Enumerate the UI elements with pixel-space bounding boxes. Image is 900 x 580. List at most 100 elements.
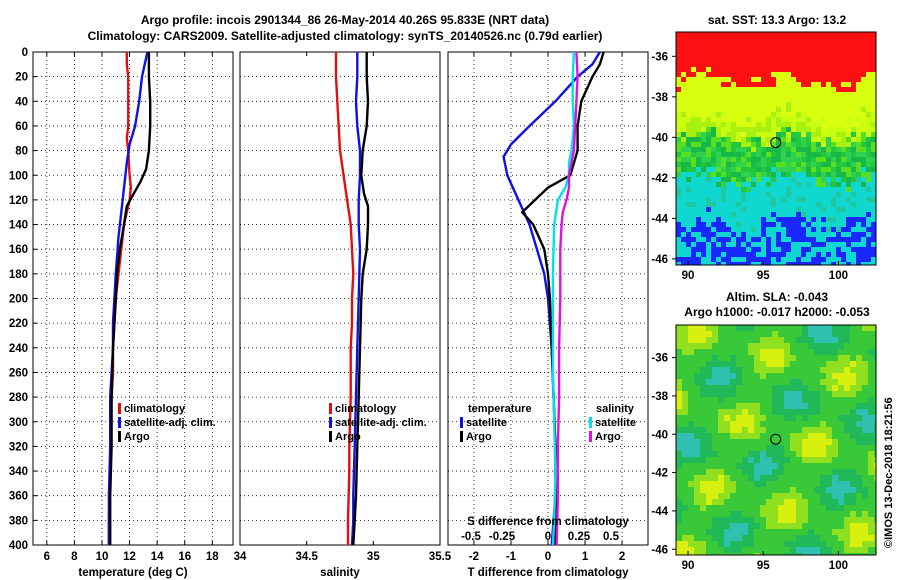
sst-cell xyxy=(821,72,827,78)
sla-cell xyxy=(838,385,845,392)
sla-cell xyxy=(688,427,695,434)
sla-cell xyxy=(748,511,755,518)
sst-cell xyxy=(771,172,777,178)
sst-cell xyxy=(736,247,742,253)
sst-cell xyxy=(706,217,712,223)
sla-cell xyxy=(706,343,713,350)
sst-cell xyxy=(706,157,712,163)
sla-cell xyxy=(742,337,749,344)
sst-cell xyxy=(806,237,812,243)
sst-cell xyxy=(711,62,717,68)
sla-cell xyxy=(736,511,743,518)
sst-cell xyxy=(866,172,872,178)
sla-cell xyxy=(826,373,833,380)
sla-cell xyxy=(754,391,761,398)
sla-cell xyxy=(760,325,767,332)
sla-cell xyxy=(814,355,821,362)
sst-cell xyxy=(711,212,717,218)
sla-cell xyxy=(724,475,731,482)
sla-cell xyxy=(748,373,755,380)
sla-cell xyxy=(820,415,827,422)
sla-cell xyxy=(808,469,815,476)
sla-cell xyxy=(838,499,845,506)
sst-cell xyxy=(801,137,807,143)
sla-cell xyxy=(748,451,755,458)
sla-cell xyxy=(766,517,773,524)
sst-cell xyxy=(856,202,862,208)
sla-cell xyxy=(844,529,851,536)
sla-cell xyxy=(862,475,869,482)
sst-cell xyxy=(676,122,682,128)
sla-cell xyxy=(784,433,791,440)
sst-cell xyxy=(751,262,757,265)
sla-cell xyxy=(814,379,821,386)
sst-cell xyxy=(831,77,837,83)
sla-cell xyxy=(856,361,863,368)
sst-cell xyxy=(731,57,737,63)
depth-tick-label: 380 xyxy=(9,515,28,527)
sla-cell xyxy=(790,529,797,536)
sst-cell xyxy=(771,122,777,128)
s-difference-xlabel: S difference from climatology xyxy=(467,516,629,528)
sst-cell xyxy=(821,82,827,88)
sst-cell xyxy=(871,162,876,168)
sla-cell xyxy=(730,331,737,338)
sst-cell xyxy=(731,127,737,133)
sst-cell xyxy=(821,202,827,208)
sst-cell xyxy=(696,212,702,218)
sla-cell xyxy=(874,535,876,542)
sst-cell xyxy=(846,182,852,188)
sst-cell xyxy=(856,127,862,133)
sla-cell xyxy=(790,463,797,470)
sst-cell xyxy=(791,87,797,93)
sst-cell xyxy=(861,157,867,163)
sst-cell xyxy=(831,107,837,113)
sla-cell xyxy=(718,361,725,368)
depth-tick-label: 340 xyxy=(9,466,28,478)
sla-map-title: Altim. SLA: -0.043 xyxy=(726,290,828,304)
sla-cell xyxy=(784,409,791,416)
sst-cell xyxy=(691,122,697,128)
sla-cell xyxy=(682,517,689,524)
sst-cell xyxy=(691,87,697,93)
sla-cell xyxy=(844,355,851,362)
sst-cell xyxy=(731,67,737,73)
sst-cell xyxy=(831,137,837,143)
sst-cell xyxy=(711,242,717,248)
sst-cell xyxy=(786,237,792,243)
sst-cell xyxy=(866,157,872,163)
sst-cell xyxy=(831,92,837,98)
sst-cell xyxy=(871,122,876,128)
sst-cell xyxy=(811,207,817,213)
sla-cell xyxy=(748,349,755,356)
sst-cell xyxy=(776,102,782,108)
sst-cell xyxy=(816,32,822,38)
sst-cell xyxy=(781,42,787,48)
sla-cell xyxy=(682,529,689,536)
sla-cell xyxy=(718,487,725,494)
sst-cell xyxy=(776,252,782,258)
sla-cell xyxy=(736,457,743,464)
sst-cell xyxy=(836,197,842,203)
sst-cell xyxy=(691,232,697,238)
sla-cell xyxy=(754,553,761,555)
sla-cell xyxy=(742,469,749,476)
sst-cell xyxy=(736,182,742,188)
sla-cell xyxy=(814,433,821,440)
sst-cell xyxy=(676,107,682,113)
sla-cell xyxy=(808,529,815,536)
sla-cell xyxy=(790,445,797,452)
sst-cell xyxy=(851,207,857,213)
sla-cell xyxy=(718,433,725,440)
sla-cell xyxy=(838,547,845,554)
sst-cell xyxy=(711,187,717,193)
sla-cell xyxy=(808,541,815,548)
sst-cell xyxy=(866,147,872,153)
sst-cell xyxy=(726,167,732,173)
sla-cell xyxy=(736,385,743,392)
sst-cell xyxy=(791,107,797,113)
sla-cell xyxy=(700,415,707,422)
sst-cell xyxy=(791,42,797,48)
sst-cell xyxy=(866,152,872,158)
sla-cell xyxy=(796,541,803,548)
